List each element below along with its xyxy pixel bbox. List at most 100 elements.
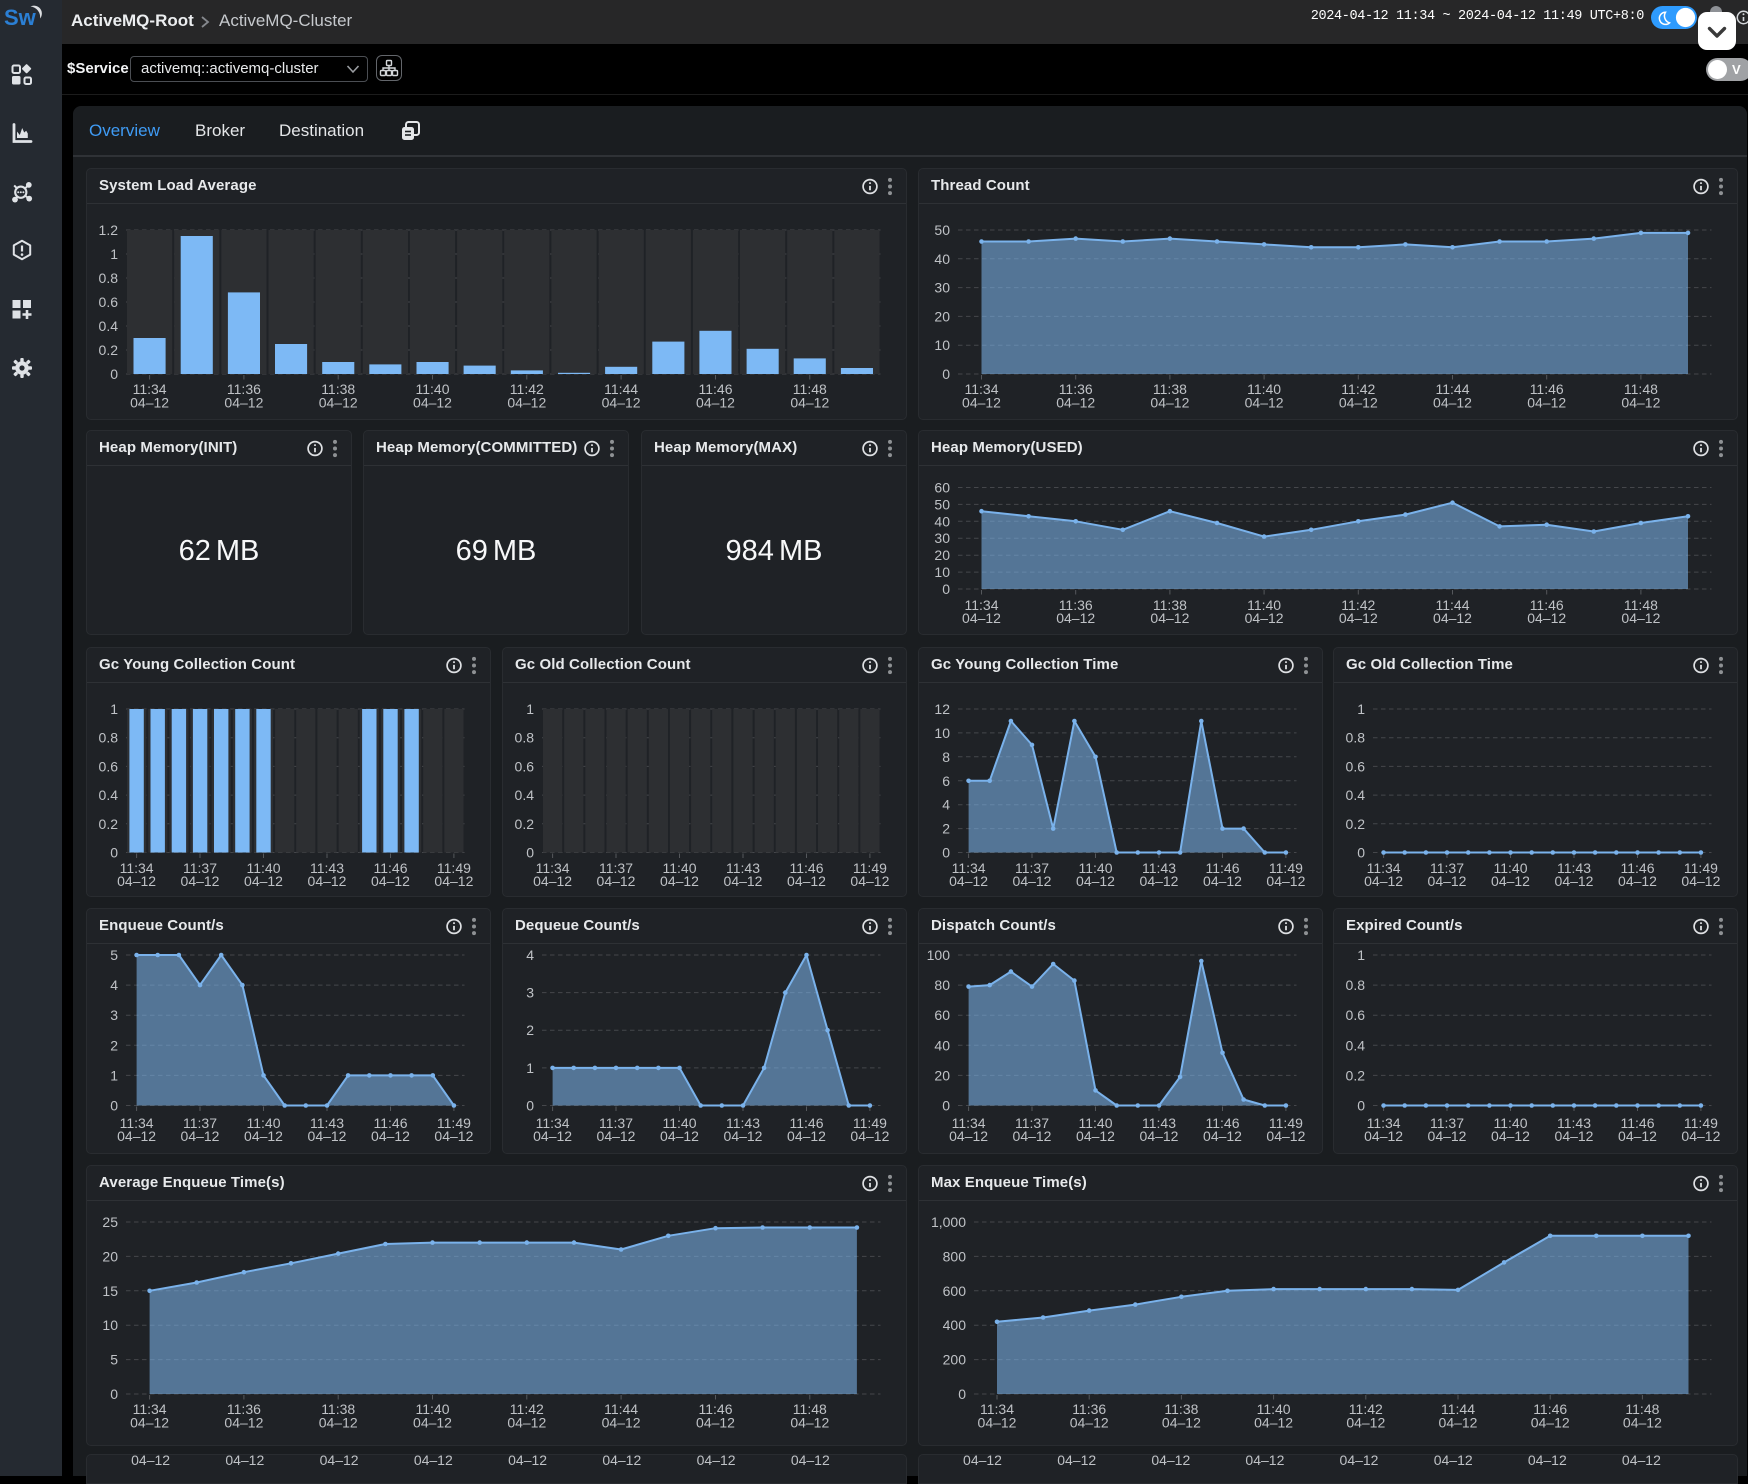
svg-text:0: 0 bbox=[1357, 1098, 1365, 1114]
svg-text:11:44: 11:44 bbox=[1436, 381, 1470, 397]
svg-text:0.2: 0.2 bbox=[99, 342, 119, 358]
svg-text:50: 50 bbox=[934, 222, 950, 238]
svg-text:11:37: 11:37 bbox=[1430, 1115, 1464, 1131]
svg-text:04–12: 04–12 bbox=[319, 1415, 358, 1431]
svg-text:11:40: 11:40 bbox=[416, 381, 450, 397]
svg-text:11:36: 11:36 bbox=[227, 381, 261, 397]
svg-text:04–12: 04–12 bbox=[1339, 395, 1378, 411]
svg-text:11:34: 11:34 bbox=[1367, 1115, 1401, 1131]
svg-text:5: 5 bbox=[110, 947, 118, 963]
svg-text:4: 4 bbox=[526, 947, 534, 963]
svg-text:11:49: 11:49 bbox=[1269, 860, 1303, 876]
svg-text:04–12: 04–12 bbox=[413, 395, 452, 411]
svg-text:11:40: 11:40 bbox=[416, 1401, 450, 1417]
svg-text:0.2: 0.2 bbox=[1346, 1067, 1366, 1083]
svg-text:04–12: 04–12 bbox=[1621, 610, 1660, 626]
svg-text:04–12: 04–12 bbox=[244, 873, 283, 889]
svg-text:04–12: 04–12 bbox=[724, 1128, 763, 1144]
svg-text:11:48: 11:48 bbox=[1624, 597, 1658, 613]
svg-text:11:44: 11:44 bbox=[604, 1401, 638, 1417]
svg-text:04–12: 04–12 bbox=[130, 395, 169, 411]
svg-text:11:46: 11:46 bbox=[374, 1115, 408, 1131]
svg-text:11:43: 11:43 bbox=[310, 860, 344, 876]
svg-text:04–12: 04–12 bbox=[1070, 1415, 1109, 1431]
svg-text:11:38: 11:38 bbox=[1164, 1401, 1198, 1417]
svg-text:11:46: 11:46 bbox=[699, 1401, 733, 1417]
svg-text:0: 0 bbox=[110, 1098, 118, 1114]
svg-text:2: 2 bbox=[942, 821, 950, 837]
svg-text:11:46: 11:46 bbox=[374, 860, 408, 876]
svg-text:04–12: 04–12 bbox=[597, 1128, 636, 1144]
svg-text:11:46: 11:46 bbox=[1621, 860, 1655, 876]
svg-text:1: 1 bbox=[1357, 947, 1365, 963]
svg-text:04–12: 04–12 bbox=[130, 1415, 169, 1431]
svg-text:11:36: 11:36 bbox=[227, 1401, 261, 1417]
svg-text:400: 400 bbox=[943, 1317, 967, 1333]
svg-text:0: 0 bbox=[958, 1386, 966, 1402]
svg-text:04–12: 04–12 bbox=[1433, 610, 1472, 626]
svg-text:11:49: 11:49 bbox=[853, 860, 887, 876]
svg-text:04–12: 04–12 bbox=[224, 395, 263, 411]
svg-text:04–12: 04–12 bbox=[224, 1415, 263, 1431]
svg-text:04–12: 04–12 bbox=[1428, 873, 1467, 889]
svg-text:11:40: 11:40 bbox=[1247, 597, 1281, 613]
svg-text:1: 1 bbox=[526, 1060, 534, 1076]
svg-text:0.4: 0.4 bbox=[1346, 787, 1366, 803]
svg-text:04–12: 04–12 bbox=[949, 873, 988, 889]
svg-text:04–12: 04–12 bbox=[308, 873, 347, 889]
svg-text:04–12: 04–12 bbox=[1681, 873, 1720, 889]
svg-text:4: 4 bbox=[942, 797, 950, 813]
svg-text:11:34: 11:34 bbox=[133, 381, 167, 397]
svg-text:04–12: 04–12 bbox=[790, 1415, 829, 1431]
svg-text:1: 1 bbox=[110, 246, 118, 262]
svg-text:11:40: 11:40 bbox=[663, 860, 697, 876]
svg-text:04–12: 04–12 bbox=[533, 873, 572, 889]
svg-text:30: 30 bbox=[934, 530, 950, 546]
svg-text:04–12: 04–12 bbox=[1433, 395, 1472, 411]
svg-text:10: 10 bbox=[934, 725, 950, 741]
svg-text:11:42: 11:42 bbox=[1349, 1401, 1383, 1417]
svg-text:11:40: 11:40 bbox=[1247, 381, 1281, 397]
svg-text:04–12: 04–12 bbox=[724, 873, 763, 889]
svg-text:04–12: 04–12 bbox=[696, 395, 735, 411]
svg-text:11:48: 11:48 bbox=[793, 1401, 827, 1417]
svg-text:20: 20 bbox=[934, 547, 950, 563]
svg-text:11:49: 11:49 bbox=[1684, 1115, 1718, 1131]
svg-text:11:49: 11:49 bbox=[1269, 1115, 1303, 1131]
svg-text:11:34: 11:34 bbox=[965, 381, 999, 397]
svg-text:0.2: 0.2 bbox=[515, 816, 535, 832]
svg-text:11:34: 11:34 bbox=[965, 597, 999, 613]
svg-text:04–12: 04–12 bbox=[1618, 873, 1657, 889]
svg-text:0.8: 0.8 bbox=[99, 730, 119, 746]
svg-text:04–12: 04–12 bbox=[1254, 1415, 1293, 1431]
svg-text:04–12: 04–12 bbox=[244, 1128, 283, 1144]
svg-text:0.6: 0.6 bbox=[99, 294, 119, 310]
svg-text:11:38: 11:38 bbox=[1153, 381, 1187, 397]
svg-text:04–12: 04–12 bbox=[1150, 395, 1189, 411]
svg-text:11:38: 11:38 bbox=[1153, 597, 1187, 613]
svg-text:04–12: 04–12 bbox=[1245, 395, 1284, 411]
svg-text:04–12: 04–12 bbox=[1056, 395, 1095, 411]
svg-text:11:46: 11:46 bbox=[790, 1115, 824, 1131]
svg-text:11:37: 11:37 bbox=[599, 1115, 633, 1131]
svg-text:04–12: 04–12 bbox=[1531, 1415, 1570, 1431]
svg-text:04–12: 04–12 bbox=[1140, 873, 1179, 889]
svg-text:0.6: 0.6 bbox=[1346, 1007, 1366, 1023]
svg-text:04–12: 04–12 bbox=[787, 1128, 826, 1144]
svg-text:04–12: 04–12 bbox=[1621, 395, 1660, 411]
svg-text:04–12: 04–12 bbox=[1140, 1128, 1179, 1144]
svg-text:0.4: 0.4 bbox=[1346, 1037, 1366, 1053]
svg-text:11:46: 11:46 bbox=[1206, 860, 1240, 876]
svg-text:04–12: 04–12 bbox=[1527, 610, 1566, 626]
svg-text:11:49: 11:49 bbox=[1684, 860, 1718, 876]
svg-text:4: 4 bbox=[110, 977, 118, 993]
svg-text:11:46: 11:46 bbox=[1530, 597, 1564, 613]
svg-text:2: 2 bbox=[110, 1037, 118, 1053]
svg-text:60: 60 bbox=[934, 1007, 950, 1023]
svg-text:11:37: 11:37 bbox=[1015, 1115, 1049, 1131]
svg-text:0: 0 bbox=[110, 366, 118, 382]
svg-text:04–12: 04–12 bbox=[117, 873, 156, 889]
svg-text:11:49: 11:49 bbox=[437, 1115, 471, 1131]
svg-text:11:34: 11:34 bbox=[1367, 860, 1401, 876]
svg-text:0.8: 0.8 bbox=[1346, 977, 1366, 993]
